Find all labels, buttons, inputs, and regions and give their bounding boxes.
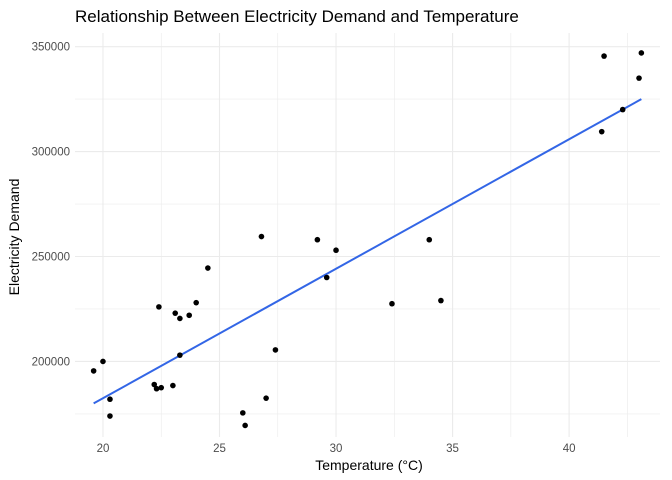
data-point (107, 396, 113, 403)
data-point (598, 128, 605, 135)
x-axis-ticks: 20 25 30 35 40 (97, 443, 576, 455)
x-tick-label: 35 (446, 443, 459, 455)
chart-title: Relationship Between Electricity Demand … (75, 7, 519, 26)
y-tick-label: 250000 (32, 252, 70, 264)
y-axis-title: Electricity Demand (6, 179, 22, 296)
data-point (186, 312, 193, 319)
data-point (438, 297, 444, 304)
data-point (151, 381, 158, 388)
data-point (90, 368, 97, 374)
grid-minor (75, 33, 660, 437)
data-point (242, 422, 248, 429)
data-point (314, 236, 321, 243)
data-point (258, 233, 265, 240)
data-point (636, 75, 642, 81)
x-tick-label: 30 (330, 443, 343, 455)
data-point (263, 395, 269, 401)
data-point (177, 315, 183, 322)
y-axis-ticks: 200000 250000 300000 350000 (32, 42, 70, 369)
y-tick-label: 350000 (32, 42, 70, 54)
data-point (177, 352, 183, 358)
data-point (389, 300, 395, 307)
data-point (638, 50, 645, 56)
data-point (100, 358, 106, 365)
data-point (323, 274, 330, 281)
y-tick-label: 200000 (32, 356, 70, 368)
x-axis-title: Temperature (°C) (315, 457, 423, 473)
data-point (601, 53, 607, 59)
data-point (193, 299, 199, 306)
x-tick-label: 25 (213, 443, 226, 455)
x-tick-label: 40 (563, 443, 576, 455)
y-tick-label: 300000 (32, 147, 70, 159)
x-tick-label: 20 (97, 443, 110, 455)
data-point (205, 265, 211, 271)
data-point (619, 106, 626, 113)
data-point (170, 382, 176, 389)
grid-major (75, 33, 660, 437)
data-points (90, 50, 645, 429)
trend-line-group (93, 98, 642, 405)
data-point (158, 384, 165, 391)
data-point (240, 410, 246, 416)
data-point (172, 310, 179, 316)
data-point (156, 304, 162, 310)
data-point (153, 385, 160, 392)
data-point (107, 413, 113, 419)
data-point (272, 347, 279, 353)
trend-line (93, 98, 642, 405)
data-point (333, 247, 339, 254)
data-point (426, 236, 433, 243)
